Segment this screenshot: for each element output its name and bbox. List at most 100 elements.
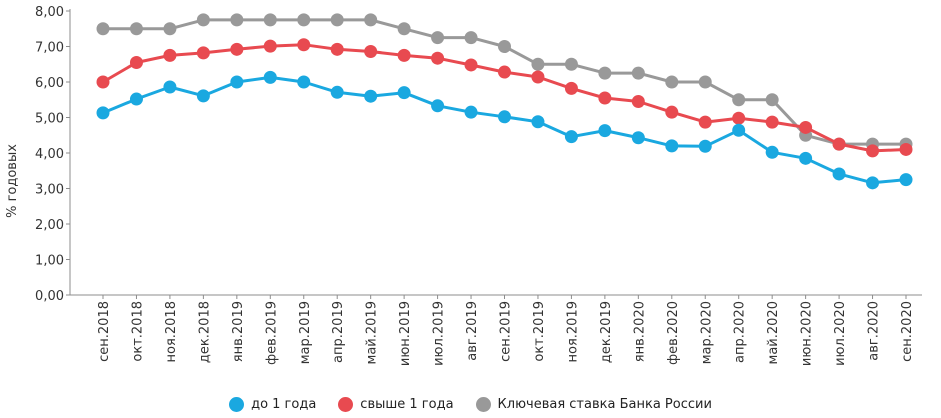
data-point-under-1-year[interactable] (799, 151, 813, 165)
data-point-over-1-year[interactable] (598, 91, 612, 105)
data-point-key-rate[interactable] (397, 22, 411, 36)
series-under-1-year (96, 70, 913, 190)
data-point-key-rate[interactable] (665, 75, 679, 89)
data-point-over-1-year[interactable] (765, 115, 779, 129)
data-point-over-1-year[interactable] (163, 48, 177, 62)
x-tick-label: дек.2018 (197, 301, 212, 363)
y-tick-label: 3,00 (35, 183, 64, 198)
data-point-key-rate[interactable] (598, 66, 612, 80)
data-point-under-1-year[interactable] (732, 123, 746, 137)
data-point-under-1-year[interactable] (96, 106, 110, 120)
data-point-over-1-year[interactable] (564, 81, 578, 95)
legend-marker-under-1-year (229, 396, 245, 412)
data-point-over-1-year[interactable] (698, 115, 712, 129)
data-point-key-rate[interactable] (330, 13, 344, 27)
y-tick-label: 8,00 (35, 5, 64, 20)
data-point-under-1-year[interactable] (832, 167, 846, 181)
data-point-key-rate[interactable] (431, 31, 445, 45)
y-axis-title: % годовых (5, 144, 20, 218)
data-point-over-1-year[interactable] (799, 120, 813, 134)
data-point-over-1-year[interactable] (96, 75, 110, 89)
x-tick-label: фев.2019 (264, 301, 279, 365)
data-point-under-1-year[interactable] (631, 131, 645, 145)
data-point-under-1-year[interactable] (297, 75, 311, 89)
legend-item-key-rate[interactable]: Ключевая ставка Банка России (475, 396, 712, 412)
data-point-key-rate[interactable] (464, 31, 478, 45)
data-point-under-1-year[interactable] (698, 139, 712, 153)
data-point-under-1-year[interactable] (665, 139, 679, 153)
x-tick-label: июл.2020 (833, 301, 848, 366)
x-tick-label: июн.2019 (398, 301, 413, 366)
data-point-under-1-year[interactable] (498, 110, 511, 124)
data-point-over-1-year[interactable] (397, 48, 411, 62)
data-point-under-1-year[interactable] (196, 89, 210, 103)
x-tick-label: окт.2019 (532, 301, 547, 362)
data-point-over-1-year[interactable] (832, 137, 846, 151)
data-point-under-1-year[interactable] (531, 115, 545, 129)
data-point-under-1-year[interactable] (866, 176, 880, 190)
axes (69, 9, 922, 296)
data-point-over-1-year[interactable] (364, 44, 378, 58)
data-point-over-1-year[interactable] (330, 42, 344, 56)
data-point-key-rate[interactable] (129, 22, 143, 36)
x-tick-label: июл.2019 (432, 301, 447, 366)
data-point-under-1-year[interactable] (364, 89, 378, 103)
data-point-over-1-year[interactable] (531, 70, 545, 84)
data-point-key-rate[interactable] (631, 66, 645, 80)
legend-label-under-1-year: до 1 года (251, 396, 317, 412)
data-point-over-1-year[interactable] (464, 58, 478, 72)
data-point-key-rate[interactable] (732, 93, 746, 107)
data-point-over-1-year[interactable] (196, 46, 210, 60)
x-tick-label: ноя.2019 (565, 301, 580, 363)
data-point-over-1-year[interactable] (297, 38, 311, 52)
data-point-key-rate[interactable] (364, 13, 378, 27)
data-point-over-1-year[interactable] (866, 144, 880, 158)
x-tick-label: авг.2019 (465, 301, 480, 361)
x-tick-label: ноя.2018 (164, 301, 179, 363)
data-point-key-rate[interactable] (263, 13, 277, 27)
x-tick-label: авг.2020 (867, 301, 882, 361)
data-point-over-1-year[interactable] (230, 42, 244, 56)
x-tick-label: апр.2020 (733, 301, 748, 363)
data-point-under-1-year[interactable] (431, 99, 445, 113)
data-point-over-1-year[interactable] (263, 39, 277, 53)
x-tick-label: окт.2018 (130, 301, 145, 362)
data-point-over-1-year[interactable] (732, 111, 746, 125)
data-point-under-1-year[interactable] (899, 173, 913, 187)
data-point-under-1-year[interactable] (397, 86, 411, 100)
legend-item-under-1-year[interactable]: до 1 года (229, 396, 317, 412)
data-point-key-rate[interactable] (698, 75, 712, 89)
y-tick-labels: 0,00 1,00 2,00 3,00 4,00 5,00 6,00 7,00 8,00 (35, 5, 70, 304)
data-point-key-rate[interactable] (531, 57, 545, 71)
data-point-key-rate[interactable] (196, 13, 210, 27)
data-point-under-1-year[interactable] (330, 85, 344, 99)
data-point-key-rate[interactable] (564, 57, 578, 71)
x-tick-label: май.2019 (365, 301, 380, 364)
data-point-over-1-year[interactable] (631, 95, 645, 109)
series-key-rate (96, 13, 913, 151)
x-tick-label: фев.2020 (666, 301, 681, 365)
data-point-under-1-year[interactable] (765, 145, 779, 159)
data-point-key-rate[interactable] (96, 22, 110, 36)
data-point-under-1-year[interactable] (230, 75, 244, 89)
data-point-over-1-year[interactable] (665, 105, 679, 119)
data-point-under-1-year[interactable] (263, 70, 277, 84)
data-point-over-1-year[interactable] (498, 65, 511, 79)
data-point-key-rate[interactable] (230, 13, 244, 27)
data-point-under-1-year[interactable] (464, 105, 478, 119)
data-point-key-rate[interactable] (297, 13, 311, 27)
data-point-over-1-year[interactable] (899, 142, 913, 156)
data-point-over-1-year[interactable] (129, 55, 143, 69)
data-point-under-1-year[interactable] (598, 124, 612, 138)
legend-item-over-1-year[interactable]: свыше 1 года (338, 396, 454, 412)
data-point-key-rate[interactable] (765, 93, 779, 107)
data-point-over-1-year[interactable] (431, 51, 445, 65)
data-point-under-1-year[interactable] (129, 92, 143, 106)
x-tick-label: май.2020 (766, 301, 781, 364)
data-point-key-rate[interactable] (163, 22, 177, 36)
data-point-key-rate[interactable] (498, 40, 511, 53)
legend-marker-key-rate (475, 396, 491, 412)
data-point-under-1-year[interactable] (564, 130, 578, 144)
data-point-under-1-year[interactable] (163, 80, 177, 94)
